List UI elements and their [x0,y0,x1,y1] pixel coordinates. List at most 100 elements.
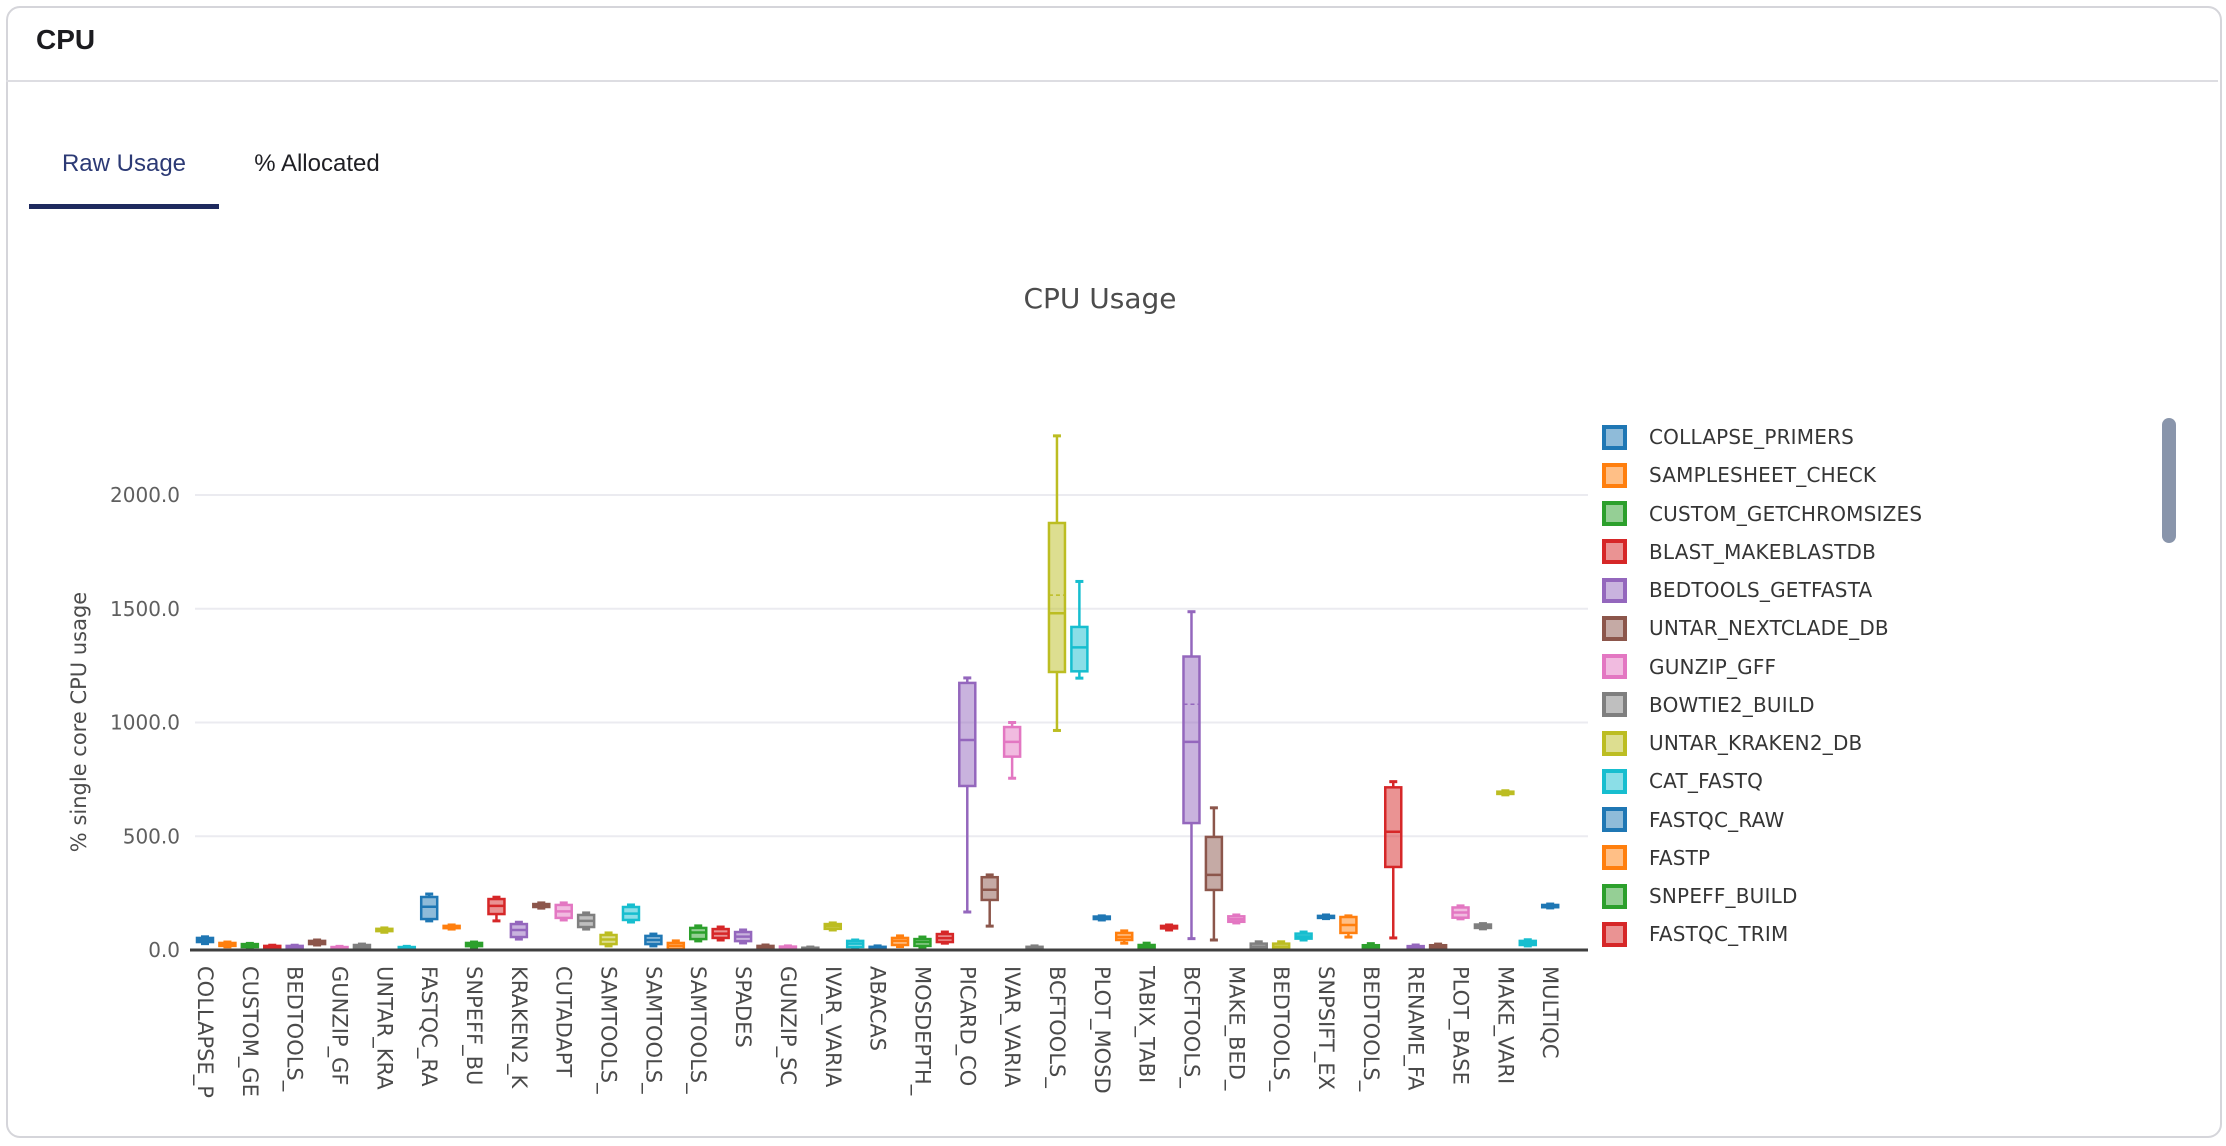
box-trace[interactable] [1473,922,1493,931]
x-tick-label: UNTAR_KRA [371,966,396,1090]
box-trace[interactable] [509,920,529,941]
box-trace[interactable] [935,930,955,945]
box-trace[interactable] [1518,938,1538,948]
box-trace[interactable] [1047,434,1067,732]
box-trace[interactable] [419,892,439,923]
legend-item[interactable]: GUNZIP_GFF [1602,653,1776,681]
box-trace[interactable] [599,931,618,948]
box-trace[interactable] [532,901,551,910]
box-trace[interactable] [733,928,753,945]
legend-swatch-icon [1602,539,1627,565]
legend-item[interactable]: UNTAR_NEXTCLADE_DB [1602,614,1889,642]
box-trace[interactable] [218,940,237,949]
y-axis-title: % single core CPU usage [67,592,91,852]
x-tick-label: RENAME_FA [1403,966,1428,1091]
box-trace[interactable] [554,901,573,922]
legend-item[interactable]: FASTQC_RAW [1602,806,1784,834]
box-trace[interactable] [1092,914,1112,922]
box-trace[interactable] [1114,929,1134,945]
legend-item[interactable]: SNPEFF_BUILD [1602,882,1798,910]
box-trace[interactable] [1540,902,1560,910]
box-trace[interactable] [845,938,865,950]
tab-percent-allocated[interactable]: % Allocated [254,150,380,177]
box-trace[interactable] [240,941,260,950]
chart-title: CPU Usage [1023,282,1176,315]
x-tick-label: SPADES [731,966,755,1048]
legend-label: UNTAR_KRAKEN2_DB [1649,731,1863,755]
legend-item[interactable]: CUSTOM_GETCHROMSIZES [1602,500,1922,528]
box-trace[interactable] [442,923,461,931]
box-trace[interactable] [1070,579,1089,680]
legend-item[interactable]: SAMPLESHEET_CHECK [1602,461,1876,489]
legend-swatch-icon [1602,424,1627,450]
active-tab-underline [29,204,219,209]
box-trace[interactable] [958,676,977,914]
x-tick-label: ABACAS [866,966,890,1051]
box-trace[interactable] [263,943,282,951]
x-tick-label: MAKE_BED_ [1223,966,1248,1091]
legend-item[interactable]: BOWTIE2_BUILD [1602,691,1815,719]
y-tick-label: 1000.0 [110,711,180,735]
x-tick-label: MOSDEPTH_ [909,966,934,1096]
box-trace[interactable] [576,911,596,931]
box-trace[interactable] [1316,913,1336,921]
legend-swatch-icon [1602,845,1627,871]
y-tick-label: 0.0 [148,938,180,962]
x-tick-label: PICARD_CO [954,966,979,1086]
box-trace[interactable] [980,873,999,928]
chart-legend: COLLAPSE_PRIMERS SAMPLESHEET_CHECK CUSTOM_… [1602,0,2142,1146]
box-trace[interactable] [1339,914,1358,939]
legend-item[interactable]: BEDTOOLS_GETFASTA [1602,576,1872,604]
box-trace[interactable] [464,940,484,949]
legend-item[interactable]: FASTQC_TRIM [1602,920,1788,948]
box-trace[interactable] [1496,789,1515,797]
box-trace[interactable] [195,935,215,946]
x-tick-label: SNPEFF_BU [461,966,486,1085]
legend-label: SNPEFF_BUILD [1649,884,1798,908]
box-trace[interactable] [1002,721,1022,780]
legend-label: FASTQC_TRIM [1649,922,1789,947]
box-trace[interactable] [487,895,506,923]
x-tick-label: MAKE_VARI [1492,966,1517,1084]
box-trace[interactable] [913,935,932,949]
x-tick-label: PLOT_BASE [1448,966,1473,1085]
box-trace[interactable] [823,921,843,932]
legend-item[interactable]: UNTAR_KRAKEN2_DB [1602,729,1862,757]
legend-label: GUNZIP_GFF [1649,654,1777,679]
x-tick-label: COLLAPSE_P [192,966,217,1098]
tab-raw-usage[interactable]: Raw Usage [61,150,187,177]
legend-swatch-icon [1602,768,1627,794]
x-tick-label: BCFTOOLS_ [1044,966,1069,1088]
box-trace[interactable] [1204,806,1224,942]
legend-swatch-icon [1602,577,1627,603]
legend-label: BOWTIE2_BUILD [1649,692,1815,717]
box-trace[interactable] [352,942,372,951]
legend-item[interactable]: FASTP [1602,844,1710,872]
box-trace[interactable] [711,925,730,942]
box-trace[interactable] [1227,913,1246,925]
box-trace[interactable] [890,934,910,949]
box-trace[interactable] [1384,780,1403,940]
box-trace[interactable] [285,943,304,951]
box-trace[interactable] [375,926,394,934]
legend-swatch-icon [1602,501,1627,526]
box-trace[interactable] [1451,904,1470,921]
box-trace[interactable] [1182,610,1201,941]
legend-swatch-icon [1602,921,1627,947]
box-trace[interactable] [644,932,663,948]
legend-swatch-icon [1602,615,1627,641]
x-tick-label: SAMTOOLS_ [685,966,710,1094]
box-trace[interactable] [307,938,327,947]
legend-item[interactable]: COLLAPSE_PRIMERS [1602,423,1854,451]
x-tick-label: SNPSIFT_EX [1313,966,1338,1090]
box-trace[interactable] [1294,930,1313,942]
legend-scrollbar[interactable] [2162,418,2176,543]
legend-item[interactable]: CAT_FASTQ [1602,767,1763,795]
box-trace[interactable] [621,903,641,924]
box-trace[interactable] [688,924,708,943]
legend-item[interactable]: BLAST_MAKEBLASTDB [1602,538,1876,566]
card-title: CPU [36,24,96,55]
x-tick-label: TABIX_TABI [1134,965,1159,1083]
x-tick-label: FASTQC_RA [416,966,441,1087]
box-trace[interactable] [1159,923,1179,932]
